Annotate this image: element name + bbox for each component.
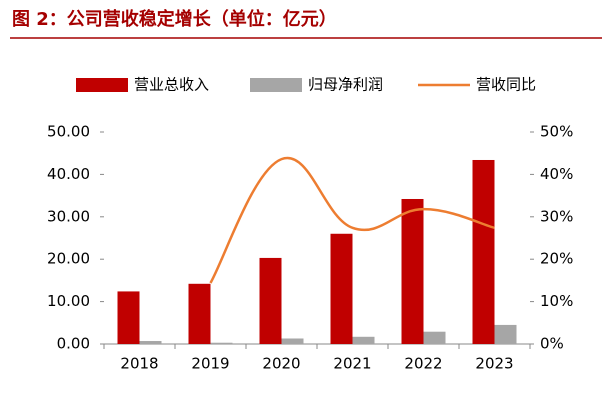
y-tick-label: 20.00 bbox=[47, 250, 90, 268]
legend-swatch bbox=[250, 78, 302, 92]
x-tick-label: 2023 bbox=[475, 355, 513, 373]
bar bbox=[188, 283, 211, 344]
legend-swatch bbox=[76, 78, 128, 92]
y-tick-label: 50.00 bbox=[47, 123, 90, 141]
x-tick-label: 2019 bbox=[191, 355, 229, 373]
y2-tick-label: 10% bbox=[540, 292, 573, 310]
x-tick-label: 2020 bbox=[262, 355, 300, 373]
line bbox=[209, 156, 495, 284]
bar bbox=[494, 324, 517, 344]
bar bbox=[472, 159, 495, 344]
y-tick-label: 0.00 bbox=[57, 335, 90, 353]
y-tick-label: 10.00 bbox=[47, 292, 90, 310]
bar bbox=[330, 233, 353, 344]
bar bbox=[139, 341, 162, 344]
legend-label: 营业总收入 bbox=[134, 76, 209, 94]
bar bbox=[401, 198, 424, 344]
legend-label: 归母净利润 bbox=[308, 76, 383, 94]
y-tick-label: 30.00 bbox=[47, 207, 90, 225]
x-tick-label: 2022 bbox=[404, 355, 442, 373]
bar bbox=[423, 331, 446, 344]
y2-tick-label: 0% bbox=[540, 335, 564, 353]
y2-tick-label: 20% bbox=[540, 250, 573, 268]
bar bbox=[210, 342, 233, 344]
x-tick-label: 2021 bbox=[333, 355, 371, 373]
y2-tick-label: 30% bbox=[540, 207, 573, 225]
legend-label: 营收同比 bbox=[476, 76, 536, 94]
x-tick-label: 2018 bbox=[120, 355, 158, 373]
chart-title: 图 2：公司营收稳定增长（单位：亿元） bbox=[12, 8, 337, 30]
y-tick-label: 40.00 bbox=[47, 165, 90, 183]
bar bbox=[117, 291, 140, 344]
y2-tick-label: 40% bbox=[540, 165, 573, 183]
bar bbox=[281, 338, 304, 344]
y2-tick-label: 50% bbox=[540, 123, 573, 141]
bar bbox=[352, 336, 375, 344]
bar bbox=[259, 257, 282, 344]
